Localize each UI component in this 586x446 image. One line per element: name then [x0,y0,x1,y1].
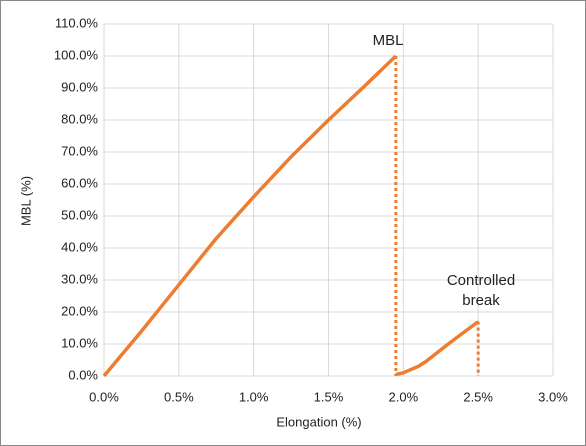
y-tick-label: 110.0% [55,15,99,30]
x-tick-label: 1.0% [239,389,269,404]
y-tick-label: 80.0% [61,111,98,126]
y-tick-label: 60.0% [61,175,98,190]
x-tick-label: 0.0% [89,389,119,404]
x-tick-label: 1.5% [314,389,344,404]
x-axis-title: Elongation (%) [276,414,361,429]
annotation: MBL [372,32,404,49]
y-axis-title: MBL (%) [18,176,33,226]
x-tick-label: 2.5% [463,389,493,404]
series-line [102,54,480,378]
y-tick-label: 10.0% [61,335,98,350]
series-line [394,56,480,376]
y-tick-label: 90.0% [61,79,98,94]
y-tick-label: 70.0% [61,143,98,158]
y-tick-label: 100.0% [54,47,99,62]
annotation: Controlled break [446,272,516,309]
x-tick-label: 3.0% [538,389,568,404]
x-tick-label: 0.5% [164,389,194,404]
y-tick-label: 20.0% [61,303,98,318]
y-tick-label: 30.0% [61,271,98,286]
y-tick-label: 0.0% [68,367,98,382]
y-tick-label: 50.0% [61,207,98,222]
y-tick-label: 40.0% [61,239,98,254]
x-tick-label: 2.0% [389,389,419,404]
